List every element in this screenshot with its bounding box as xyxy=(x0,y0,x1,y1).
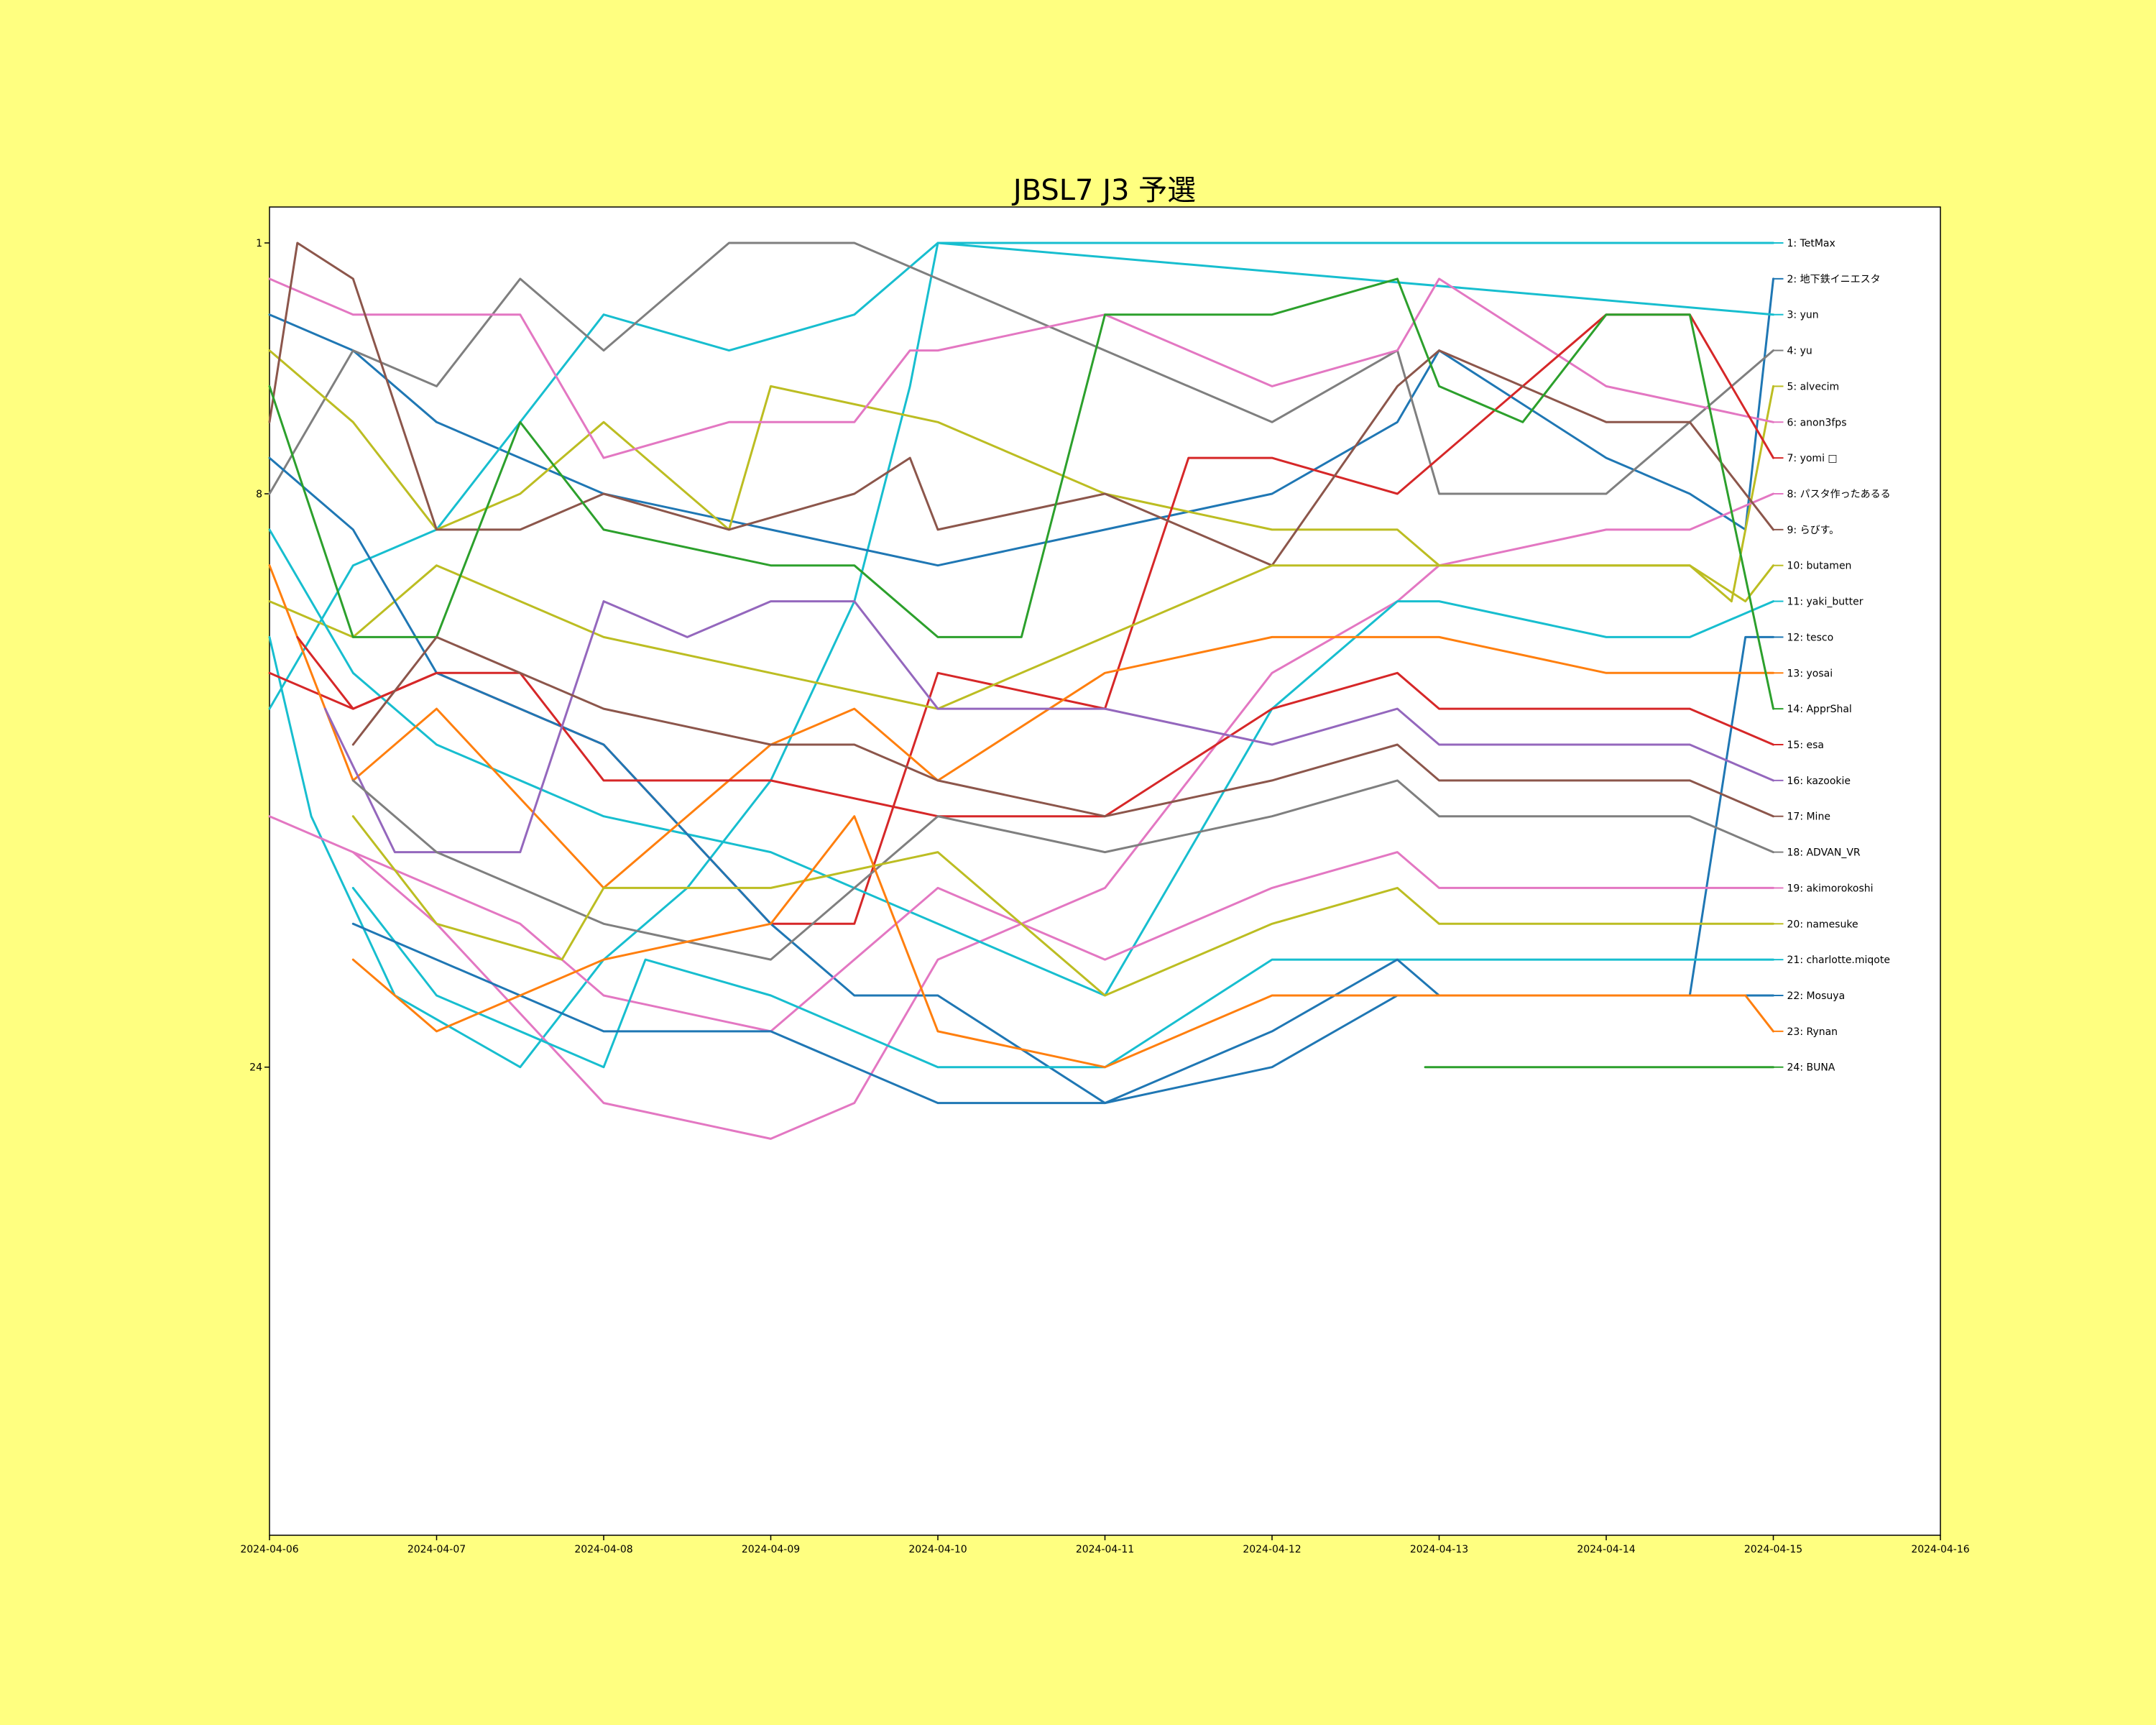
series-label: 10: butamen xyxy=(1787,561,1852,572)
x-tick-label: 2024-04-06 xyxy=(240,1544,298,1555)
series-label: 15: esa xyxy=(1787,740,1824,751)
chart-title: JBSL7 J3 予選 xyxy=(1011,174,1196,207)
series-lines xyxy=(268,242,1774,1140)
plot-area xyxy=(269,206,1941,1536)
series-label: 3: yun xyxy=(1787,310,1819,321)
series-label: 2: 地下鉄イニエスタ xyxy=(1787,274,1881,285)
series-label: 19: akimorokoshi xyxy=(1787,883,1874,894)
series-line xyxy=(268,564,1774,889)
x-tick-label: 2024-04-13 xyxy=(1410,1544,1468,1555)
series-line xyxy=(296,635,1774,818)
series-label: 23: Rynan xyxy=(1787,1026,1838,1038)
x-axis: 2024-04-06 2024-04-07 2024-04-08 2024-04-09… xyxy=(240,1535,1970,1555)
series-line xyxy=(324,600,1774,854)
series-label: 12: tesco xyxy=(1787,632,1834,643)
series-labels: 1: TetMax 2: 地下鉄イニエスタ 3: yun 4: yu 5: alveci… xyxy=(1773,238,1891,1074)
series-label: 5: alvecim xyxy=(1787,381,1840,392)
series-line xyxy=(268,242,1774,567)
series-line xyxy=(351,815,1774,997)
x-tick-label: 2024-04-12 xyxy=(1243,1544,1301,1555)
x-tick-label: 2024-04-08 xyxy=(574,1544,632,1555)
series-label: 18: ADVAN_VR xyxy=(1787,847,1861,859)
x-tick-label: 2024-04-11 xyxy=(1076,1544,1134,1555)
series-label: 20: namesuke xyxy=(1787,919,1858,930)
series-label: 6: anon3fps xyxy=(1787,417,1847,428)
series-label: 22: Mosuya xyxy=(1787,990,1846,1002)
series-label: 16: kazookie xyxy=(1787,776,1851,787)
series-label: 1: TetMax xyxy=(1787,238,1835,249)
series-line xyxy=(351,851,1774,1033)
x-tick-label: 2024-04-10 xyxy=(908,1544,967,1555)
y-tick-label: 8 xyxy=(256,489,262,500)
series-line xyxy=(351,779,1774,961)
x-tick-label: 2024-04-09 xyxy=(742,1544,800,1555)
series-line xyxy=(351,635,1774,818)
series-label: 7: yomi □ xyxy=(1787,453,1838,464)
series-label: 21: charlotte.miqote xyxy=(1787,954,1890,966)
x-tick-label: 2024-04-07 xyxy=(407,1544,466,1555)
series-label: 17: Mine xyxy=(1787,811,1830,823)
series-line xyxy=(268,564,1774,710)
series-line xyxy=(351,815,1774,1069)
series-line xyxy=(268,242,1774,495)
series-label: 14: ApprShal xyxy=(1787,704,1852,715)
series-line xyxy=(268,277,1774,459)
x-tick-label: 2024-04-15 xyxy=(1744,1544,1802,1555)
series-label: 8: パスタ作ったあるる xyxy=(1787,489,1891,500)
series-label: 13: yosai xyxy=(1787,668,1833,679)
y-tick-label: 1 xyxy=(256,238,262,249)
series-label: 24: BUNA xyxy=(1787,1062,1835,1074)
y-tick-label: 24 xyxy=(249,1062,262,1074)
series-line xyxy=(268,242,1774,710)
series-label: 9: らびす。 xyxy=(1787,525,1840,536)
x-tick-label: 2024-04-16 xyxy=(1911,1544,1969,1555)
x-tick-label: 2024-04-14 xyxy=(1577,1544,1635,1555)
series-label: 4: yu xyxy=(1787,346,1812,357)
series-label: 11: yaki_butter xyxy=(1787,597,1864,608)
series-line xyxy=(268,277,1774,710)
